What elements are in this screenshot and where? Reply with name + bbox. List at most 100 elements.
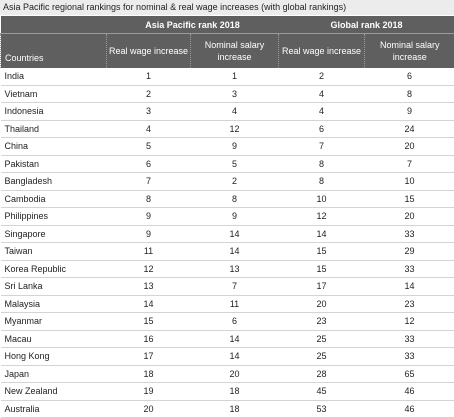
rank-cell: 18	[107, 365, 191, 383]
rank-cell: 16	[107, 330, 191, 348]
rank-cell: 33	[365, 330, 454, 348]
rank-cell: 14	[107, 295, 191, 313]
rank-cell: 15	[279, 260, 365, 278]
rank-cell: 1	[107, 68, 191, 85]
country-cell: Philippines	[1, 208, 107, 226]
rank-cell: 23	[279, 313, 365, 331]
rank-cell: 5	[191, 155, 279, 173]
rank-cell: 12	[107, 260, 191, 278]
rank-cell: 8	[365, 85, 454, 103]
rank-cell: 20	[365, 208, 454, 226]
rank-cell: 23	[365, 295, 454, 313]
rank-cell: 18	[191, 400, 279, 418]
rank-cell: 4	[279, 103, 365, 121]
rank-table: Asia Pacific rank 2018 Global rank 2018 …	[0, 16, 454, 418]
rank-cell: 8	[279, 173, 365, 191]
country-cell: Sri Lanka	[1, 278, 107, 296]
rank-cell: 20	[191, 365, 279, 383]
country-cell: New Zealand	[1, 383, 107, 401]
group-header: Global rank 2018	[279, 16, 454, 34]
rank-cell: 12	[365, 313, 454, 331]
rank-cell: 6	[191, 313, 279, 331]
rank-cell: 9	[365, 103, 454, 121]
rank-cell: 2	[107, 85, 191, 103]
rank-cell: 53	[279, 400, 365, 418]
column-header: Real wage increase	[107, 34, 191, 69]
rank-cell: 20	[107, 400, 191, 418]
rank-cell: 33	[365, 260, 454, 278]
rank-cell: 4	[191, 103, 279, 121]
rank-cell: 12	[279, 208, 365, 226]
rank-cell: 6	[279, 120, 365, 138]
rank-cell: 8	[107, 190, 191, 208]
rank-cell: 9	[191, 208, 279, 226]
rank-cell: 46	[365, 383, 454, 401]
country-cell: China	[1, 138, 107, 156]
rank-cell: 9	[107, 208, 191, 226]
rank-cell: 20	[279, 295, 365, 313]
rank-cell: 17	[279, 278, 365, 296]
column-header: Real wage increase	[279, 34, 365, 69]
country-cell: Myanmar	[1, 313, 107, 331]
group-header: Asia Pacific rank 2018	[107, 16, 279, 34]
rank-cell: 8	[279, 155, 365, 173]
rank-cell: 10	[365, 173, 454, 191]
rank-cell: 12	[191, 120, 279, 138]
rank-cell: 9	[107, 225, 191, 243]
rank-cell: 10	[279, 190, 365, 208]
rank-cell: 18	[191, 383, 279, 401]
rank-cell: 17	[107, 348, 191, 366]
rank-cell: 6	[107, 155, 191, 173]
rank-cell: 14	[279, 225, 365, 243]
rank-cell: 15	[365, 190, 454, 208]
country-cell: Hong Kong	[1, 348, 107, 366]
rank-cell: 14	[191, 225, 279, 243]
rank-cell: 2	[279, 68, 365, 85]
rank-cell: 45	[279, 383, 365, 401]
rank-cell: 20	[365, 138, 454, 156]
rank-cell: 33	[365, 225, 454, 243]
rank-cell: 8	[191, 190, 279, 208]
rank-cell: 2	[191, 173, 279, 191]
rank-cell: 6	[365, 68, 454, 85]
rank-cell: 28	[279, 365, 365, 383]
country-cell: Japan	[1, 365, 107, 383]
country-cell: Pakistan	[1, 155, 107, 173]
rank-cell: 14	[191, 348, 279, 366]
table-title: Asia Pacific regional rankings for nomin…	[0, 0, 454, 15]
country-cell: India	[1, 68, 107, 85]
country-cell: Cambodia	[1, 190, 107, 208]
rank-cell: 5	[107, 138, 191, 156]
rank-cell: 15	[107, 313, 191, 331]
rank-cell: 7	[279, 138, 365, 156]
country-cell: Singapore	[1, 225, 107, 243]
rank-cell: 33	[365, 348, 454, 366]
rank-cell: 14	[191, 243, 279, 261]
country-cell: Macau	[1, 330, 107, 348]
rank-cell: 65	[365, 365, 454, 383]
country-cell: Taiwan	[1, 243, 107, 261]
rank-cell: 9	[191, 138, 279, 156]
column-header: Countries	[1, 34, 107, 69]
rank-cell: 14	[191, 330, 279, 348]
rank-cell: 4	[107, 120, 191, 138]
rank-cell: 3	[107, 103, 191, 121]
country-cell: Thailand	[1, 120, 107, 138]
rank-cell: 7	[365, 155, 454, 173]
country-cell: Australia	[1, 400, 107, 418]
